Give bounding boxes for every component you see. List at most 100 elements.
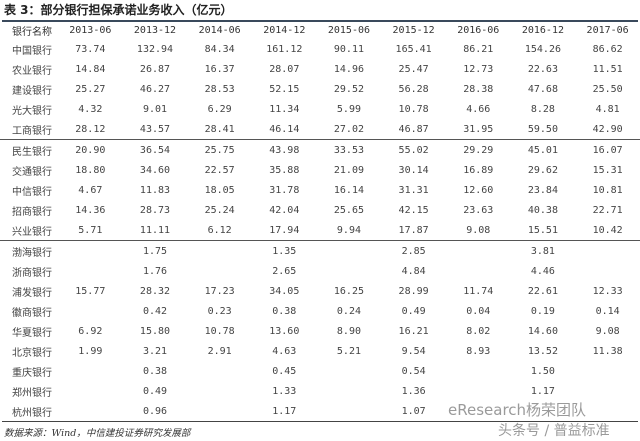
table-row: 渤海银行 1.75 1.35 2.85 3.81: [0, 241, 640, 262]
value-cell: [58, 381, 123, 401]
value-cell: 29.52: [333, 83, 364, 95]
value-cell: 1.36: [401, 385, 426, 397]
value-cell: 46.87: [381, 119, 446, 140]
value-cell: [446, 261, 511, 281]
value-cell: 73.74: [75, 43, 106, 55]
column-header-period: 2017-06: [586, 25, 629, 36]
value-cell: 59.50: [510, 119, 576, 140]
table-row: 中信银行 4.67 11.83 18.05 31.78 16.14 31.31 12.60 23…: [0, 180, 640, 200]
value-cell: 9.54: [401, 345, 426, 357]
value-cell: 11.34: [269, 103, 300, 115]
bank-name: 建设银行: [12, 85, 52, 97]
value-cell: 4.84: [401, 265, 426, 277]
bank-name: 光大银行: [12, 105, 52, 117]
value-cell: 17.87: [381, 220, 446, 241]
value-cell: 18.05: [204, 184, 235, 196]
value-cell: 5.71: [58, 220, 123, 241]
value-cell: 15.31: [592, 164, 623, 176]
value-cell: 0.38: [272, 305, 297, 317]
value-cell: 13.60: [269, 325, 300, 337]
column-header-period: 2016-06: [457, 25, 500, 36]
value-cell: 21.09: [333, 164, 364, 176]
value-cell: 25.27: [75, 83, 106, 95]
value-cell: 45.01: [527, 144, 558, 156]
bank-name: 浙商银行: [12, 267, 52, 279]
value-cell: [187, 241, 252, 262]
value-cell: 154.26: [524, 43, 561, 55]
value-cell: 33.53: [333, 144, 364, 156]
value-cell: 52.15: [269, 83, 300, 95]
value-cell: 0.54: [401, 365, 426, 377]
value-cell: 5.99: [336, 103, 361, 115]
value-cell: 14.36: [75, 204, 106, 216]
value-cell: 18.80: [75, 164, 106, 176]
value-cell: 28.38: [463, 83, 494, 95]
value-cell: 23.84: [527, 184, 558, 196]
table-row: 农业银行 14.84 26.87 16.37 28.07 14.96 25.47 12.73 2…: [0, 59, 640, 79]
value-cell: [317, 381, 382, 401]
value-cell: 86.62: [592, 43, 623, 55]
value-cell: 11.11: [122, 220, 188, 241]
value-cell: 14.60: [527, 325, 558, 337]
value-cell: 1.75: [142, 245, 168, 257]
watermark-line2: 头条号 / 普益标准: [498, 423, 610, 439]
value-cell: 28.12: [58, 119, 123, 140]
table-row: 杭州银行 0.96 1.17 1.07: [0, 401, 640, 421]
value-cell: 20.90: [75, 144, 106, 156]
value-cell: 0.42: [142, 305, 168, 317]
value-cell: 161.12: [266, 43, 303, 55]
value-cell: 2.85: [401, 245, 426, 257]
bank-name: 重庆银行: [12, 367, 52, 379]
value-cell: 2.91: [207, 345, 232, 357]
income-table: 银行名称 2013-06 2013-12 2014-06 2014-12 2015-06 2…: [0, 22, 640, 421]
value-cell: 56.28: [398, 83, 429, 95]
value-cell: 15.77: [75, 285, 106, 297]
value-cell: 0.49: [401, 305, 426, 317]
bank-name: 中国银行: [12, 45, 52, 57]
column-header-period: 2014-12: [263, 25, 306, 36]
value-cell: 132.94: [136, 43, 174, 55]
value-cell: 1.33: [272, 385, 297, 397]
value-cell: 86.21: [463, 43, 494, 55]
column-header-period: 2013-06: [69, 25, 112, 36]
value-cell: 46.27: [139, 83, 171, 95]
value-cell: 23.63: [463, 204, 494, 216]
value-cell: 25.50: [592, 83, 623, 95]
value-cell: [58, 261, 123, 281]
value-cell: [317, 401, 382, 421]
value-cell: 4.32: [78, 103, 103, 115]
column-header-period: 2013-12: [133, 25, 177, 36]
value-cell: [187, 381, 252, 401]
bank-name: 民生银行: [12, 146, 52, 158]
value-cell: 0.49: [142, 385, 168, 397]
value-cell: 8.02: [466, 325, 491, 337]
bank-name: 徽商银行: [12, 307, 52, 319]
top-rule: [2, 20, 638, 22]
table-row: 徽商银行 0.42 0.23 0.38 0.24 0.49 0.04 0.19 0.14: [0, 301, 640, 321]
value-cell: 165.41: [395, 43, 432, 55]
table-row: 华夏银行 6.92 15.80 10.78 13.60 8.90 16.21 8.02 14.6…: [0, 321, 640, 341]
value-cell: 28.53: [204, 83, 235, 95]
value-cell: 84.34: [204, 43, 235, 55]
value-cell: 11.38: [592, 345, 623, 357]
table-row: 光大银行 4.32 9.01 6.29 11.34 5.99 10.78 4.66 8.28 4.…: [0, 99, 640, 119]
value-cell: [317, 241, 382, 262]
value-cell: 4.81: [595, 103, 620, 115]
column-header-period: 2014-06: [198, 25, 241, 36]
table-row: 郑州银行 0.49 1.33 1.36 1.17: [0, 381, 640, 401]
value-cell: 3.21: [142, 345, 168, 357]
bottom-rule: [2, 421, 638, 422]
value-cell: 9.08: [595, 325, 620, 337]
value-cell: 0.96: [142, 405, 168, 417]
value-cell: 11.51: [592, 63, 623, 75]
value-cell: 0.23: [207, 305, 232, 317]
table-row: 招商银行 14.36 28.73 25.24 42.04 25.65 42.15 23.63 4…: [0, 200, 640, 220]
table-row: 工商银行 28.12 43.57 28.41 46.14 27.02 46.87 31.95 5…: [0, 119, 640, 140]
value-cell: 22.63: [527, 63, 558, 75]
value-cell: 16.25: [333, 285, 364, 297]
value-cell: 3.81: [530, 245, 555, 257]
value-cell: 35.88: [269, 164, 300, 176]
table-row: 兴业银行 5.71 11.11 6.12 17.94 9.94 17.87 9.08 15.51…: [0, 220, 640, 241]
watermark-line1: eResearch杨荣团队: [448, 401, 587, 419]
value-cell: [575, 361, 640, 381]
